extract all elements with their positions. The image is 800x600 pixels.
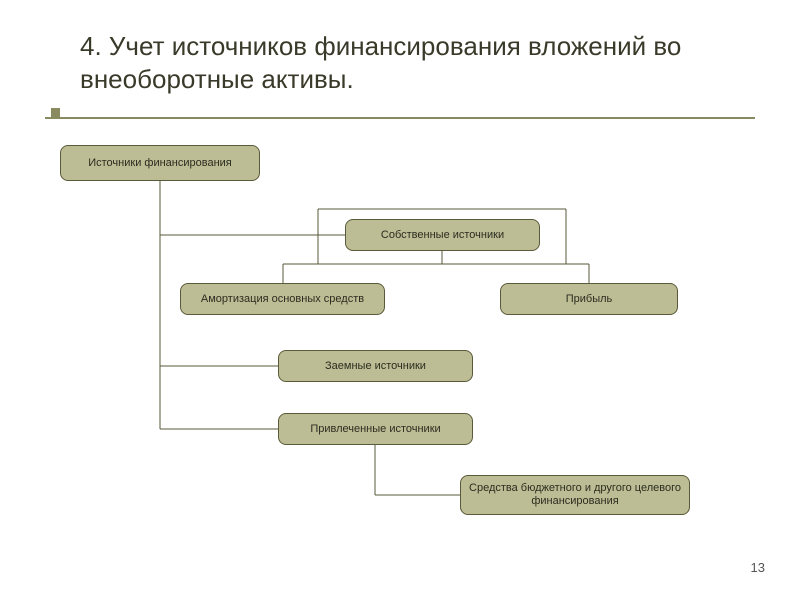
slide: 4. Учет источников финансирования вложен… — [0, 0, 800, 600]
node-budget: Средства бюджетного и другого целевого ф… — [460, 475, 690, 515]
node-own: Собственные источники — [345, 219, 540, 251]
node-attr: Привлеченные источники — [278, 413, 473, 445]
node-root: Источники финансирования — [60, 145, 260, 181]
node-amort: Амортизация основных средств — [180, 283, 385, 315]
node-profit: Прибыль — [500, 283, 678, 315]
page-number: 13 — [751, 560, 765, 575]
node-loan: Заемные источники — [278, 350, 473, 382]
